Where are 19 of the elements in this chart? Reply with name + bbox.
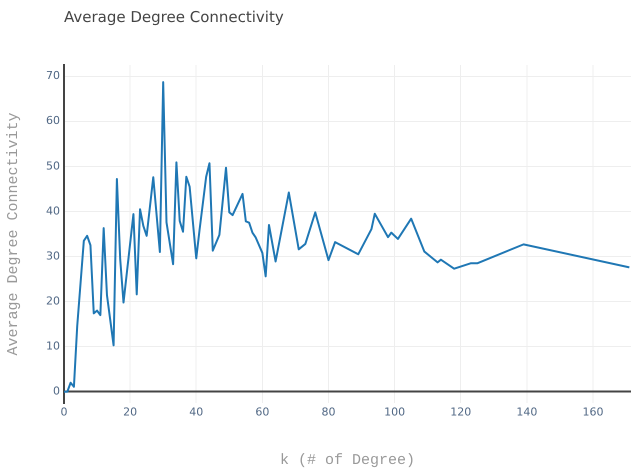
chart-title: Average Degree Connectivity	[64, 8, 284, 26]
x-tick-label: 160	[582, 405, 604, 418]
x-tick-label: 100	[384, 405, 406, 418]
x-axis-title: k (# of Degree)	[280, 452, 416, 469]
x-tick-label: 120	[450, 405, 472, 418]
y-tick-label: 30	[46, 249, 60, 262]
x-tick-label: 140	[516, 405, 538, 418]
y-tick-label: 10	[46, 340, 60, 353]
x-tick-label: 20	[123, 405, 138, 418]
x-tick-label: 80	[321, 405, 336, 418]
y-axis-title: Average Degree Connectivity	[4, 112, 22, 356]
y-tick-label: 40	[46, 204, 60, 218]
y-tick-label: 20	[46, 294, 60, 308]
y-tick-label: 0	[53, 384, 60, 398]
y-tick-label: 60	[46, 114, 60, 128]
x-tick-label: 60	[255, 405, 270, 418]
x-tick-label: 40	[189, 405, 204, 418]
y-tick-label: 50	[46, 159, 60, 172]
y-tick-label: 70	[46, 69, 60, 82]
